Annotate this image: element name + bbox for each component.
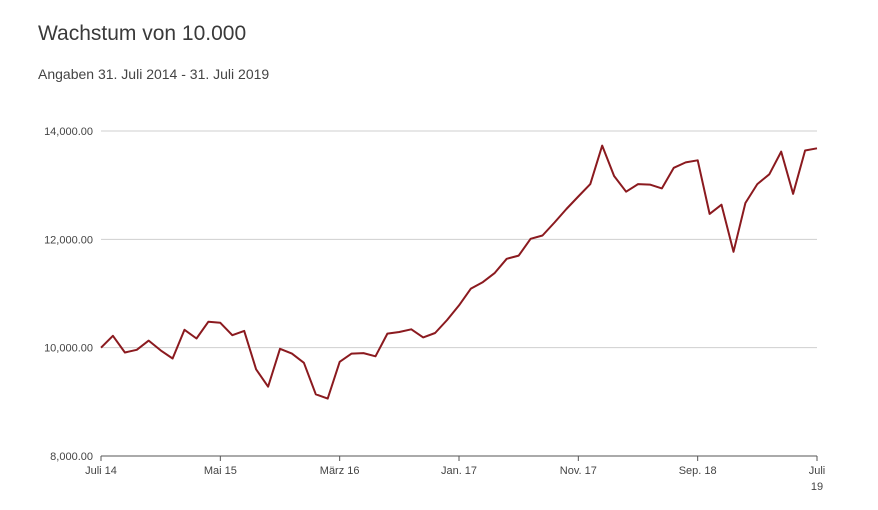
x-tick-label: Sep. 18 — [679, 465, 717, 477]
grid-lines — [101, 130, 817, 457]
x-tick-label: Jan. 17 — [441, 465, 477, 477]
y-axis-ticks: 8,000.00 10,000.00 12,000.00 14,000.00 — [44, 126, 93, 463]
x-tick-label: Nov. 17 — [560, 465, 597, 477]
y-tick-label: 14,000.00 — [44, 126, 93, 138]
x-tick-label: Juli 14 — [85, 465, 117, 477]
y-tick-label: 8,000.00 — [50, 451, 93, 463]
x-axis-ticks: Juli 14 Mai 15 März 16 Jan. 17 Nov. 17 Sep. 1… — [85, 456, 825, 493]
x-tick-label: Mai 15 — [204, 465, 237, 477]
series-line — [100, 144, 818, 400]
x-tick-label: März 16 — [320, 465, 360, 477]
chart-title: Wachstum von 10.000 — [38, 22, 247, 45]
chart-subtitle: Angaben 31. Juli 2014 - 31. Juli 2019 — [38, 66, 270, 82]
x-tick-label: Juli 19 — [809, 465, 826, 493]
series-group — [100, 144, 818, 400]
y-tick-label: 12,000.00 — [44, 234, 93, 246]
y-tick-label: 10,000.00 — [44, 343, 93, 355]
